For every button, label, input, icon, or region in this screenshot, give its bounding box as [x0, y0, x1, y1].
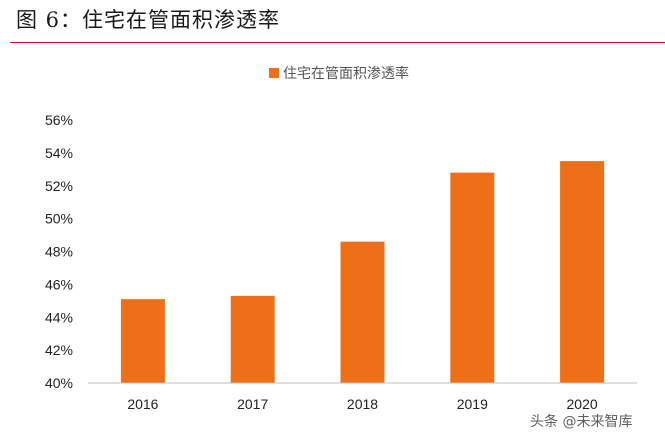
y-tick-label: 54%	[45, 145, 73, 161]
x-tick-label: 2018	[347, 396, 378, 412]
bar-2016	[120, 299, 165, 383]
title-divider	[10, 42, 665, 43]
bars	[120, 161, 605, 383]
x-tick-label: 2020	[567, 396, 598, 412]
y-tick-label: 46%	[45, 276, 73, 292]
x-axis-ticks: 2016 2017 2018 2019 2020	[127, 396, 598, 412]
figure-title: 图 6：住宅在管面积渗透率	[16, 8, 281, 32]
bar-2018	[340, 241, 385, 383]
legend: 住宅在管面积渗透率	[269, 65, 409, 82]
y-tick-label: 48%	[45, 244, 73, 260]
y-tick-label: 40%	[45, 375, 73, 391]
y-tick-label: 44%	[45, 309, 73, 325]
y-tick-label: 56%	[45, 112, 73, 128]
bar-2017	[230, 295, 275, 383]
y-tick-label: 52%	[45, 178, 73, 194]
watermark: 头条 @未来智库	[530, 414, 633, 430]
x-tick-label: 2016	[127, 396, 158, 412]
legend-label: 住宅在管面积渗透率	[283, 65, 409, 82]
legend-swatch	[269, 68, 279, 78]
y-tick-label: 42%	[45, 342, 73, 358]
bar-2020	[560, 161, 605, 383]
x-tick-label: 2019	[457, 396, 488, 412]
x-tick-label: 2017	[237, 396, 268, 412]
y-tick-label: 50%	[45, 211, 73, 227]
bar-2019	[450, 172, 495, 383]
y-axis-ticks: 40% 42% 44% 46% 48% 50% 52% 54% 56%	[45, 112, 73, 391]
